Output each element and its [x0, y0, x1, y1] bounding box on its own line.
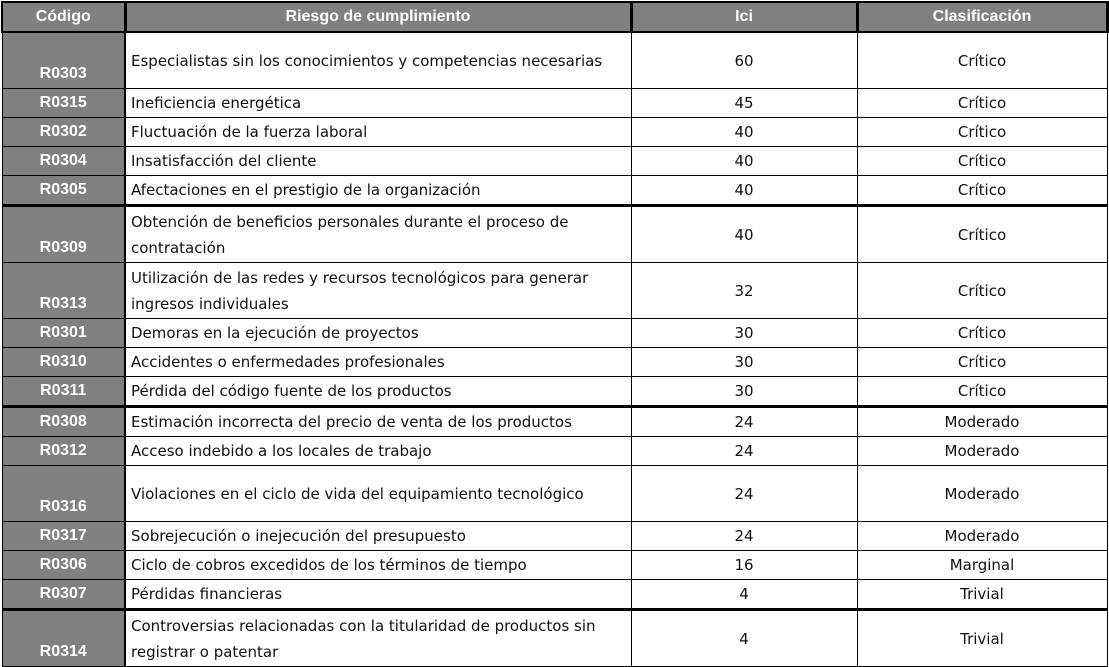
- risk-ici: 40: [630, 146, 858, 176]
- risk-ici: 40: [630, 175, 858, 206]
- risk-classification: Crítico: [856, 318, 1108, 348]
- risk-ici: 4: [630, 579, 858, 610]
- table-row: R0315 Ineficiencia energética 45 Crítico: [1, 88, 1108, 118]
- risk-description: Demoras en la ejecución de proyectos: [124, 318, 632, 348]
- table-row: R0305 Afectaciones en el prestigio de la…: [1, 175, 1108, 206]
- risk-code: R0307: [1, 579, 126, 610]
- risk-classification: Moderado: [856, 405, 1108, 437]
- risk-classification: Trivial: [856, 579, 1108, 610]
- risk-ici: 24: [630, 405, 858, 437]
- risk-description: Utilización de las redes y recursos tecn…: [124, 262, 632, 319]
- risk-ici: 60: [630, 31, 858, 89]
- risk-classification: Crítico: [856, 88, 1108, 118]
- risk-description: Pérdidas financieras: [124, 579, 632, 610]
- risk-classification: Crítico: [856, 31, 1108, 89]
- risk-classification: Trivial: [856, 608, 1108, 667]
- risk-description: Fluctuación de la fuerza laboral: [124, 117, 632, 147]
- table-row: R0314 Controversias relacionadas con la …: [1, 608, 1108, 667]
- risk-code: R0303: [1, 31, 126, 89]
- risk-description: Especialistas sin los conocimientos y co…: [124, 31, 632, 89]
- risk-code: R0312: [1, 436, 126, 466]
- risk-description: Ciclo de cobros excedidos de los término…: [124, 550, 632, 580]
- table-row: R0317 Sobrejecución o inejecución del pr…: [1, 521, 1108, 551]
- risk-ici: 24: [630, 465, 858, 522]
- risk-description: Sobrejecución o inejecución del presupue…: [124, 521, 632, 551]
- risk-description: Obtención de beneficios personales duran…: [124, 204, 632, 263]
- header-ici: Ici: [630, 1, 859, 33]
- table-row: R0312 Acceso indebido a los locales de t…: [1, 436, 1108, 466]
- table-row: R0307 Pérdidas financieras 4 Trivial: [1, 579, 1108, 610]
- risk-ici: 40: [630, 204, 858, 263]
- risk-classification: Crítico: [856, 146, 1108, 176]
- risk-classification: Crítico: [856, 175, 1108, 206]
- risk-description: Ineficiencia energética: [124, 88, 632, 118]
- risk-ici: 16: [630, 550, 858, 580]
- risk-code: R0301: [1, 318, 126, 348]
- risk-classification: Crítico: [856, 376, 1108, 407]
- table-row: R0302 Fluctuación de la fuerza laboral 4…: [1, 117, 1108, 147]
- risk-description: Acceso indebido a los locales de trabajo: [124, 436, 632, 466]
- risk-ici: 30: [630, 376, 858, 407]
- risk-description: Afectaciones en el prestigio de la organ…: [124, 175, 632, 206]
- risk-classification: Moderado: [856, 465, 1108, 522]
- table-row: R0313 Utilización de las redes y recurso…: [1, 262, 1108, 319]
- risk-description: Estimación incorrecta del precio de vent…: [124, 405, 632, 437]
- risk-code: R0306: [1, 550, 126, 580]
- risk-classification: Moderado: [856, 521, 1108, 551]
- risk-classification: Crítico: [856, 347, 1108, 377]
- risk-ici: 45: [630, 88, 858, 118]
- risk-classification: Crítico: [856, 262, 1108, 319]
- risk-description: Accidentes o enfermedades profesionales: [124, 347, 632, 377]
- risk-code: R0313: [1, 262, 126, 319]
- risk-code: R0304: [1, 146, 126, 176]
- table-header-row: Código Riesgo de cumplimiento Ici Clasif…: [1, 1, 1109, 33]
- risk-description: Insatisfacción del cliente: [124, 146, 632, 176]
- risk-code: R0315: [1, 88, 126, 118]
- risk-code: R0305: [1, 175, 126, 206]
- header-classification: Clasificación: [856, 1, 1109, 33]
- table-row: R0310 Accidentes o enfermedades profesio…: [1, 347, 1108, 377]
- risk-ici: 24: [630, 521, 858, 551]
- risk-description: Controversias relacionadas con la titula…: [124, 608, 632, 667]
- header-risk: Riesgo de cumplimiento: [124, 1, 633, 33]
- table-row: R0306 Ciclo de cobros excedidos de los t…: [1, 550, 1108, 580]
- risk-code: R0308: [1, 405, 126, 437]
- risk-classification: Crítico: [856, 117, 1108, 147]
- risk-code: R0310: [1, 347, 126, 377]
- risk-code: R0309: [1, 204, 126, 263]
- risk-classification: Moderado: [856, 436, 1108, 466]
- risk-ici: 4: [630, 608, 858, 667]
- risk-code: R0302: [1, 117, 126, 147]
- risk-ici: 30: [630, 347, 858, 377]
- table-row: R0303 Especialistas sin los conocimiento…: [1, 31, 1108, 89]
- table-row: R0301 Demoras en la ejecución de proyect…: [1, 318, 1108, 348]
- risk-ici: 24: [630, 436, 858, 466]
- risk-code: R0317: [1, 521, 126, 551]
- risk-classification: Marginal: [856, 550, 1108, 580]
- risk-ici: 32: [630, 262, 858, 319]
- risk-ici: 30: [630, 318, 858, 348]
- table-row: R0304 Insatisfacción del cliente 40 Crít…: [1, 146, 1108, 176]
- table-row: R0316 Violaciones en el ciclo de vida de…: [1, 465, 1108, 522]
- risk-description: Pérdida del código fuente de los product…: [124, 376, 632, 407]
- header-code: Código: [1, 1, 127, 33]
- risk-code: R0316: [1, 465, 126, 522]
- risk-code: R0311: [1, 376, 126, 407]
- table-row: R0308 Estimación incorrecta del precio d…: [1, 405, 1108, 437]
- risk-classification: Crítico: [856, 204, 1108, 263]
- risk-code: R0314: [1, 608, 126, 667]
- risk-description: Violaciones en el ciclo de vida del equi…: [124, 465, 632, 522]
- risk-ici: 40: [630, 117, 858, 147]
- table-row: R0311 Pérdida del código fuente de los p…: [1, 376, 1108, 407]
- table-row: R0309 Obtención de beneficios personales…: [1, 204, 1108, 263]
